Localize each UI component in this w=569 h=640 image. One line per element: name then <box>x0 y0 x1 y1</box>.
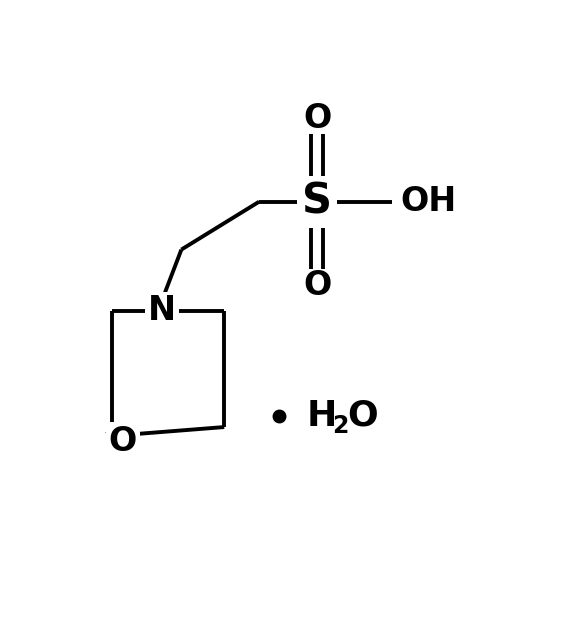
Text: O: O <box>109 425 137 458</box>
Text: O: O <box>303 102 331 135</box>
Text: 2: 2 <box>332 414 348 438</box>
Text: O: O <box>303 269 331 301</box>
Text: OH: OH <box>400 185 456 218</box>
Text: O: O <box>348 399 378 433</box>
Text: S: S <box>302 180 332 223</box>
Text: H: H <box>307 399 337 433</box>
Text: N: N <box>148 294 176 328</box>
